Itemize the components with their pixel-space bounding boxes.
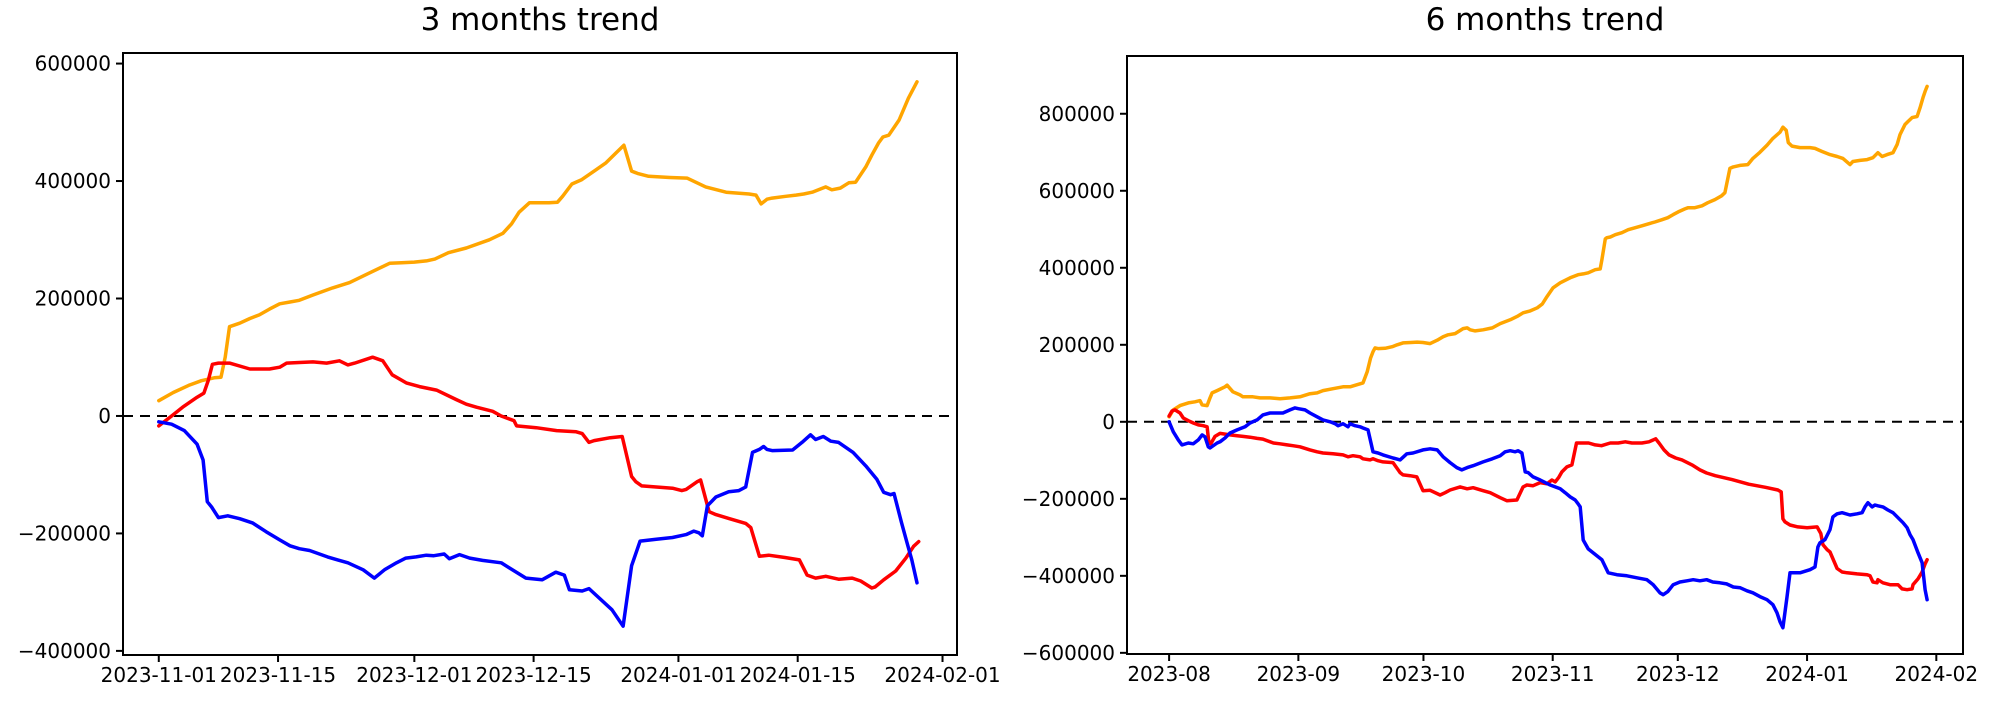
x-tick-label: 2023-12 bbox=[1636, 662, 1720, 686]
x-tick-label: 2023-09 bbox=[1257, 662, 1341, 686]
y-tick-label: 200000 bbox=[1039, 333, 1115, 357]
chart-3m: 2023-11-01 2023-11-15 2023-12-01 2023-12-15… bbox=[18, 52, 1001, 687]
x-tick-label: 2024-02-01 bbox=[884, 663, 1000, 687]
y-tick-label: −600000 bbox=[1022, 641, 1115, 665]
plot-border bbox=[1126, 55, 1964, 655]
y-tick-label: −200000 bbox=[18, 521, 111, 545]
y-tick-label: 600000 bbox=[35, 52, 111, 76]
chart-title-6-months: 6 months trend bbox=[1425, 2, 1665, 38]
y-tick-label: 200000 bbox=[35, 286, 111, 310]
x-tick-label: 2023-11 bbox=[1511, 662, 1595, 686]
x-tick-label: 2024-01 bbox=[1765, 662, 1849, 686]
y-tick-label: 0 bbox=[1102, 410, 1115, 434]
orange-series bbox=[157, 80, 919, 403]
red-series bbox=[157, 355, 921, 590]
x-tick-label: 2023-10 bbox=[1382, 662, 1466, 686]
y-tick-label: −400000 bbox=[1022, 564, 1115, 588]
chart-title-3-months: 3 months trend bbox=[420, 2, 660, 38]
x-tick-label: 2024-01-01 bbox=[620, 663, 736, 687]
blue-series bbox=[1167, 406, 1929, 630]
orange-series bbox=[1167, 84, 1929, 419]
blue-series bbox=[157, 420, 919, 628]
y-tick-label: 600000 bbox=[1039, 179, 1115, 203]
y-tick-label: −200000 bbox=[1022, 487, 1115, 511]
plot-border bbox=[122, 52, 958, 656]
y-tick-label: 800000 bbox=[1039, 102, 1115, 126]
x-tick-label: 2023-11-01 bbox=[101, 663, 217, 687]
x-tick-label: 2023-12-15 bbox=[475, 663, 591, 687]
x-tick-label: 2023-12-01 bbox=[356, 663, 472, 687]
y-tick-label: 400000 bbox=[35, 169, 111, 193]
x-tick-label: 2023-11-15 bbox=[220, 663, 336, 687]
y-tick-label: 0 bbox=[98, 404, 111, 428]
y-tick-label: 400000 bbox=[1039, 256, 1115, 280]
x-tick-label: 2024-01-15 bbox=[740, 663, 856, 687]
x-tick-label: 2024-02 bbox=[1895, 662, 1979, 686]
red-series bbox=[1167, 408, 1929, 592]
chart-6m: 2023-08 2023-09 2023-10 2023-11 2023-12 2024-… bbox=[1022, 55, 1979, 686]
y-tick-label: −400000 bbox=[18, 639, 111, 663]
x-tick-label: 2023-08 bbox=[1127, 662, 1211, 686]
